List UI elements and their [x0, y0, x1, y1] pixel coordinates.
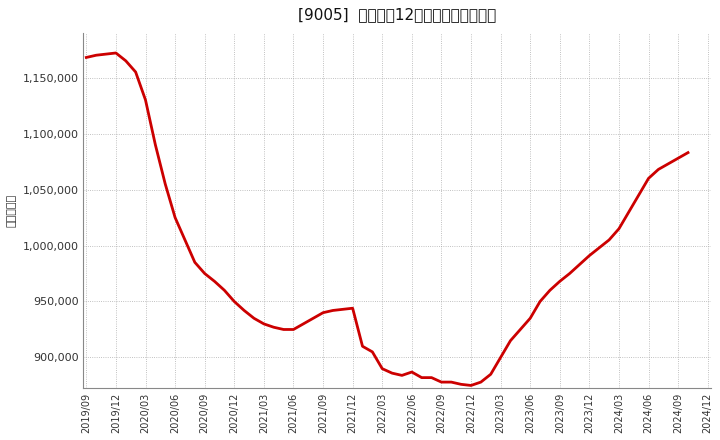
Title: [9005]  売上高の12か月移動合計の推移: [9005] 売上高の12か月移動合計の推移 [298, 7, 496, 22]
Y-axis label: （百万円）: （百万円） [7, 194, 17, 227]
